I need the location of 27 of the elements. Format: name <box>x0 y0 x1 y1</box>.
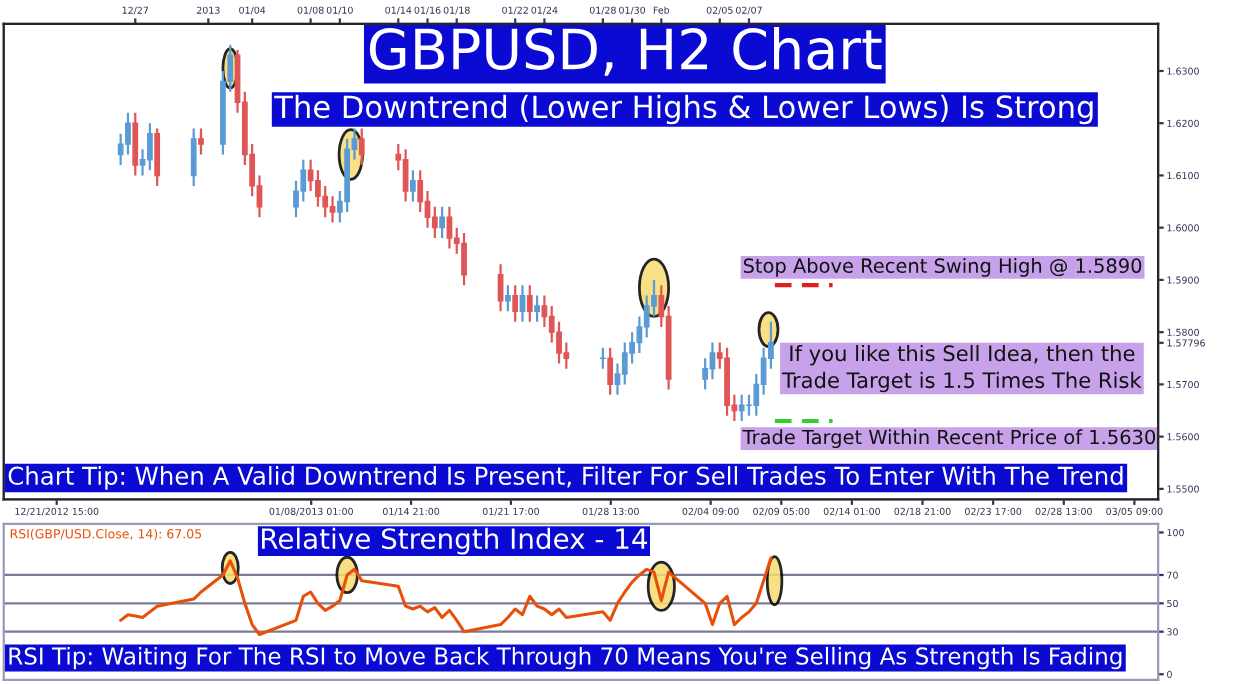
candlestick <box>504 284 511 313</box>
ref-line-label: Stop Above Recent Swing High @ 1.5890 <box>743 257 1142 277</box>
text: The Downtrend (Lower Highs & Lower Lows) Is Strong <box>274 94 1093 125</box>
annotation: RSI Tip: Waiting For The RSI to Move Back Through 70 Means You're Selling As Strength Is Fading <box>9 646 1122 670</box>
candlestick <box>512 284 519 323</box>
candlestick <box>738 393 745 423</box>
candlestick <box>461 231 467 287</box>
candlestick <box>358 127 365 167</box>
candlestick <box>410 169 416 203</box>
chart-title: GBPUSD, H2 Chart <box>369 27 882 76</box>
candlestick <box>190 127 197 187</box>
ref-line-label: Trade Target Within Recent Price of 1.5630 <box>742 429 1156 449</box>
candlestick <box>439 205 446 240</box>
chart-title: Relative Strength Index - 14 <box>262 527 648 555</box>
candlestick <box>198 127 204 156</box>
candlestick <box>154 127 161 187</box>
candlestick <box>146 122 153 172</box>
candlestick <box>132 111 139 177</box>
candlestick <box>541 294 548 329</box>
candlestick <box>724 346 730 417</box>
candlestick <box>607 346 614 396</box>
candlestick <box>534 294 540 323</box>
candlestick <box>599 346 606 370</box>
candlestick <box>526 284 533 323</box>
candlestick <box>329 195 336 224</box>
annotation: If you like this Sell Idea, then the Trade Target is 1.5 Times The Risk <box>782 344 1142 393</box>
annotation: Chart Tip: When A Valid Downtrend Is Present, Filter For Sell Trades To Enter With The Trend <box>8 466 1123 490</box>
